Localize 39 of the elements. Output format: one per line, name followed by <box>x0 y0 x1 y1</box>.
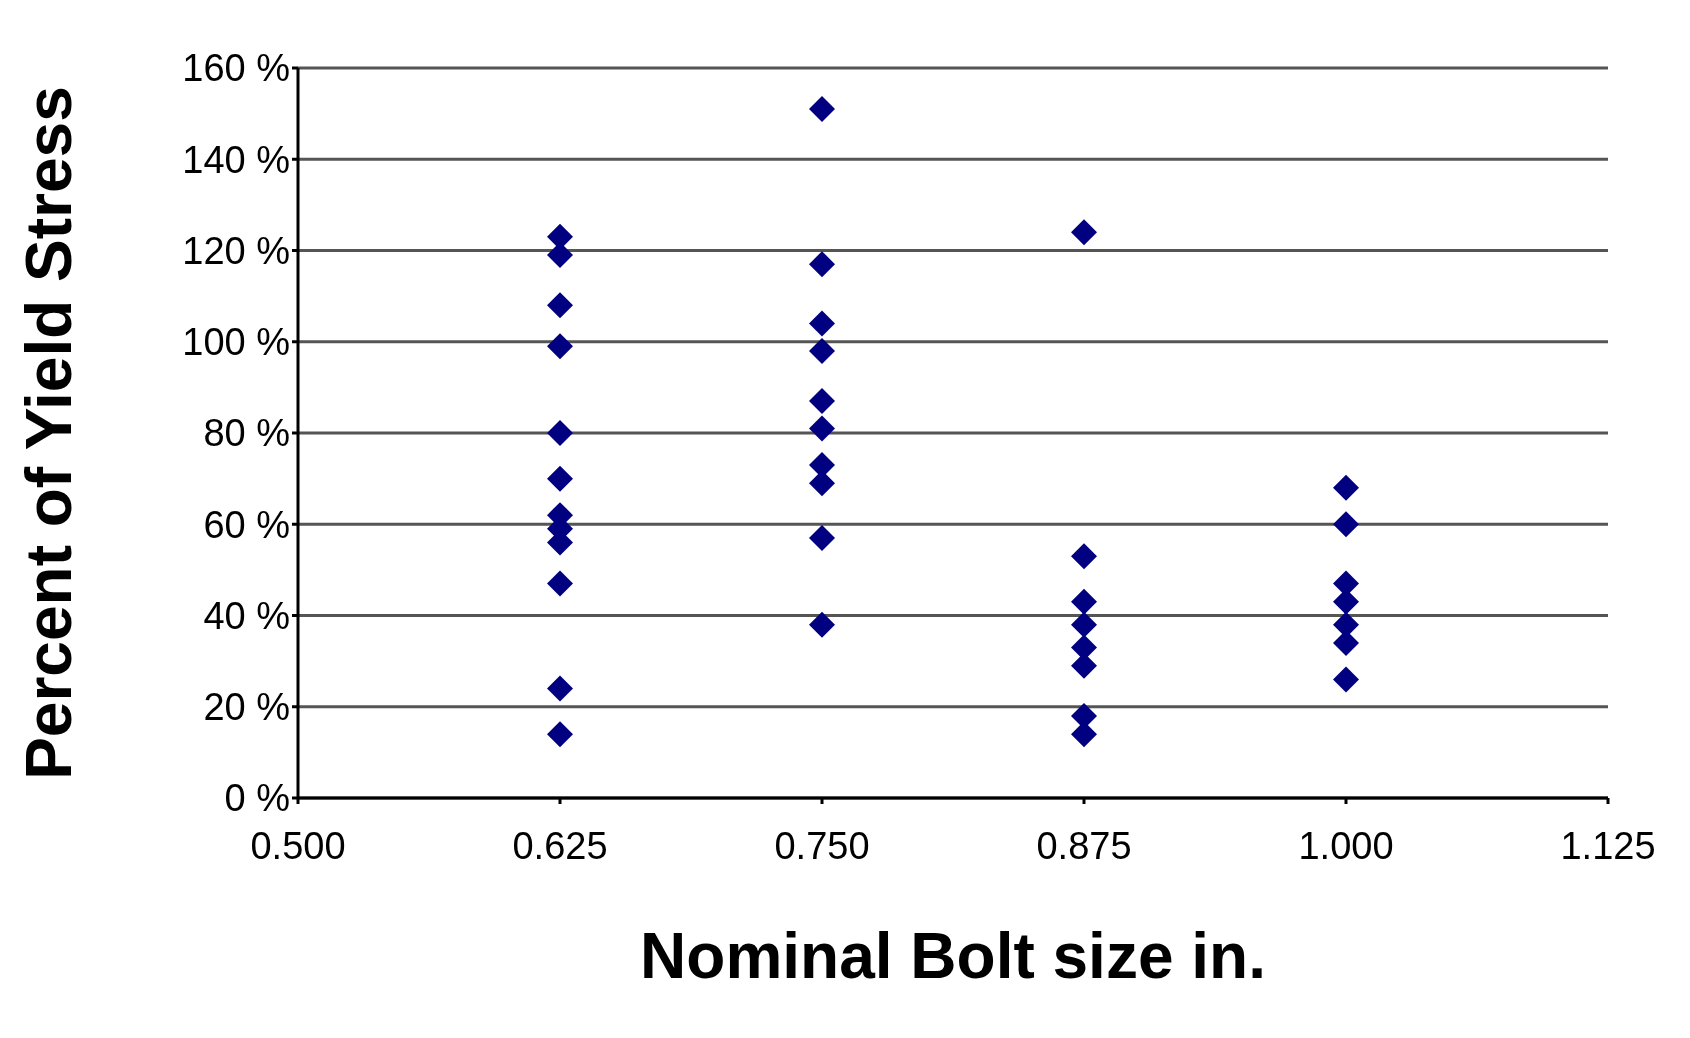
y-tick-label: 100 % <box>182 321 290 364</box>
y-axis-title: Percent of Yield Stress <box>12 86 85 780</box>
y-tick-label: 0 % <box>224 777 290 820</box>
y-tick-label: 160 % <box>182 47 290 90</box>
point <box>809 388 835 415</box>
y-tick-label: 60 % <box>203 503 290 546</box>
point <box>809 337 835 364</box>
point <box>809 524 835 551</box>
point <box>809 251 835 278</box>
point <box>547 675 573 702</box>
point <box>1071 543 1097 570</box>
point <box>547 721 573 748</box>
point <box>1333 666 1359 693</box>
point <box>547 420 573 446</box>
point <box>809 310 835 337</box>
y-tick-label: 120 % <box>182 229 290 272</box>
x-tick-label: 0.625 <box>512 824 608 867</box>
x-tick-label: 0.875 <box>1036 824 1132 867</box>
point <box>1333 474 1359 501</box>
x-tick-label: 0.750 <box>774 824 870 867</box>
point <box>547 465 573 492</box>
point <box>547 292 573 319</box>
point <box>1071 588 1097 615</box>
y-tick-label: 20 % <box>203 686 290 729</box>
point <box>809 415 835 442</box>
point <box>1333 511 1359 538</box>
x-tick-label: 0.500 <box>250 824 346 867</box>
point <box>547 333 573 360</box>
point <box>1071 219 1097 246</box>
y-tick-label: 140 % <box>182 138 290 181</box>
y-tick-label: 40 % <box>203 594 290 637</box>
x-tick-label: 1.000 <box>1298 824 1394 867</box>
x-axis-title: Nominal Bolt size in. <box>640 920 1266 992</box>
point <box>547 570 573 597</box>
y-tick-label: 80 % <box>203 412 290 455</box>
point <box>809 611 835 638</box>
point <box>1071 611 1097 638</box>
point <box>809 96 835 123</box>
x-tick-label: 1.125 <box>1560 824 1656 867</box>
